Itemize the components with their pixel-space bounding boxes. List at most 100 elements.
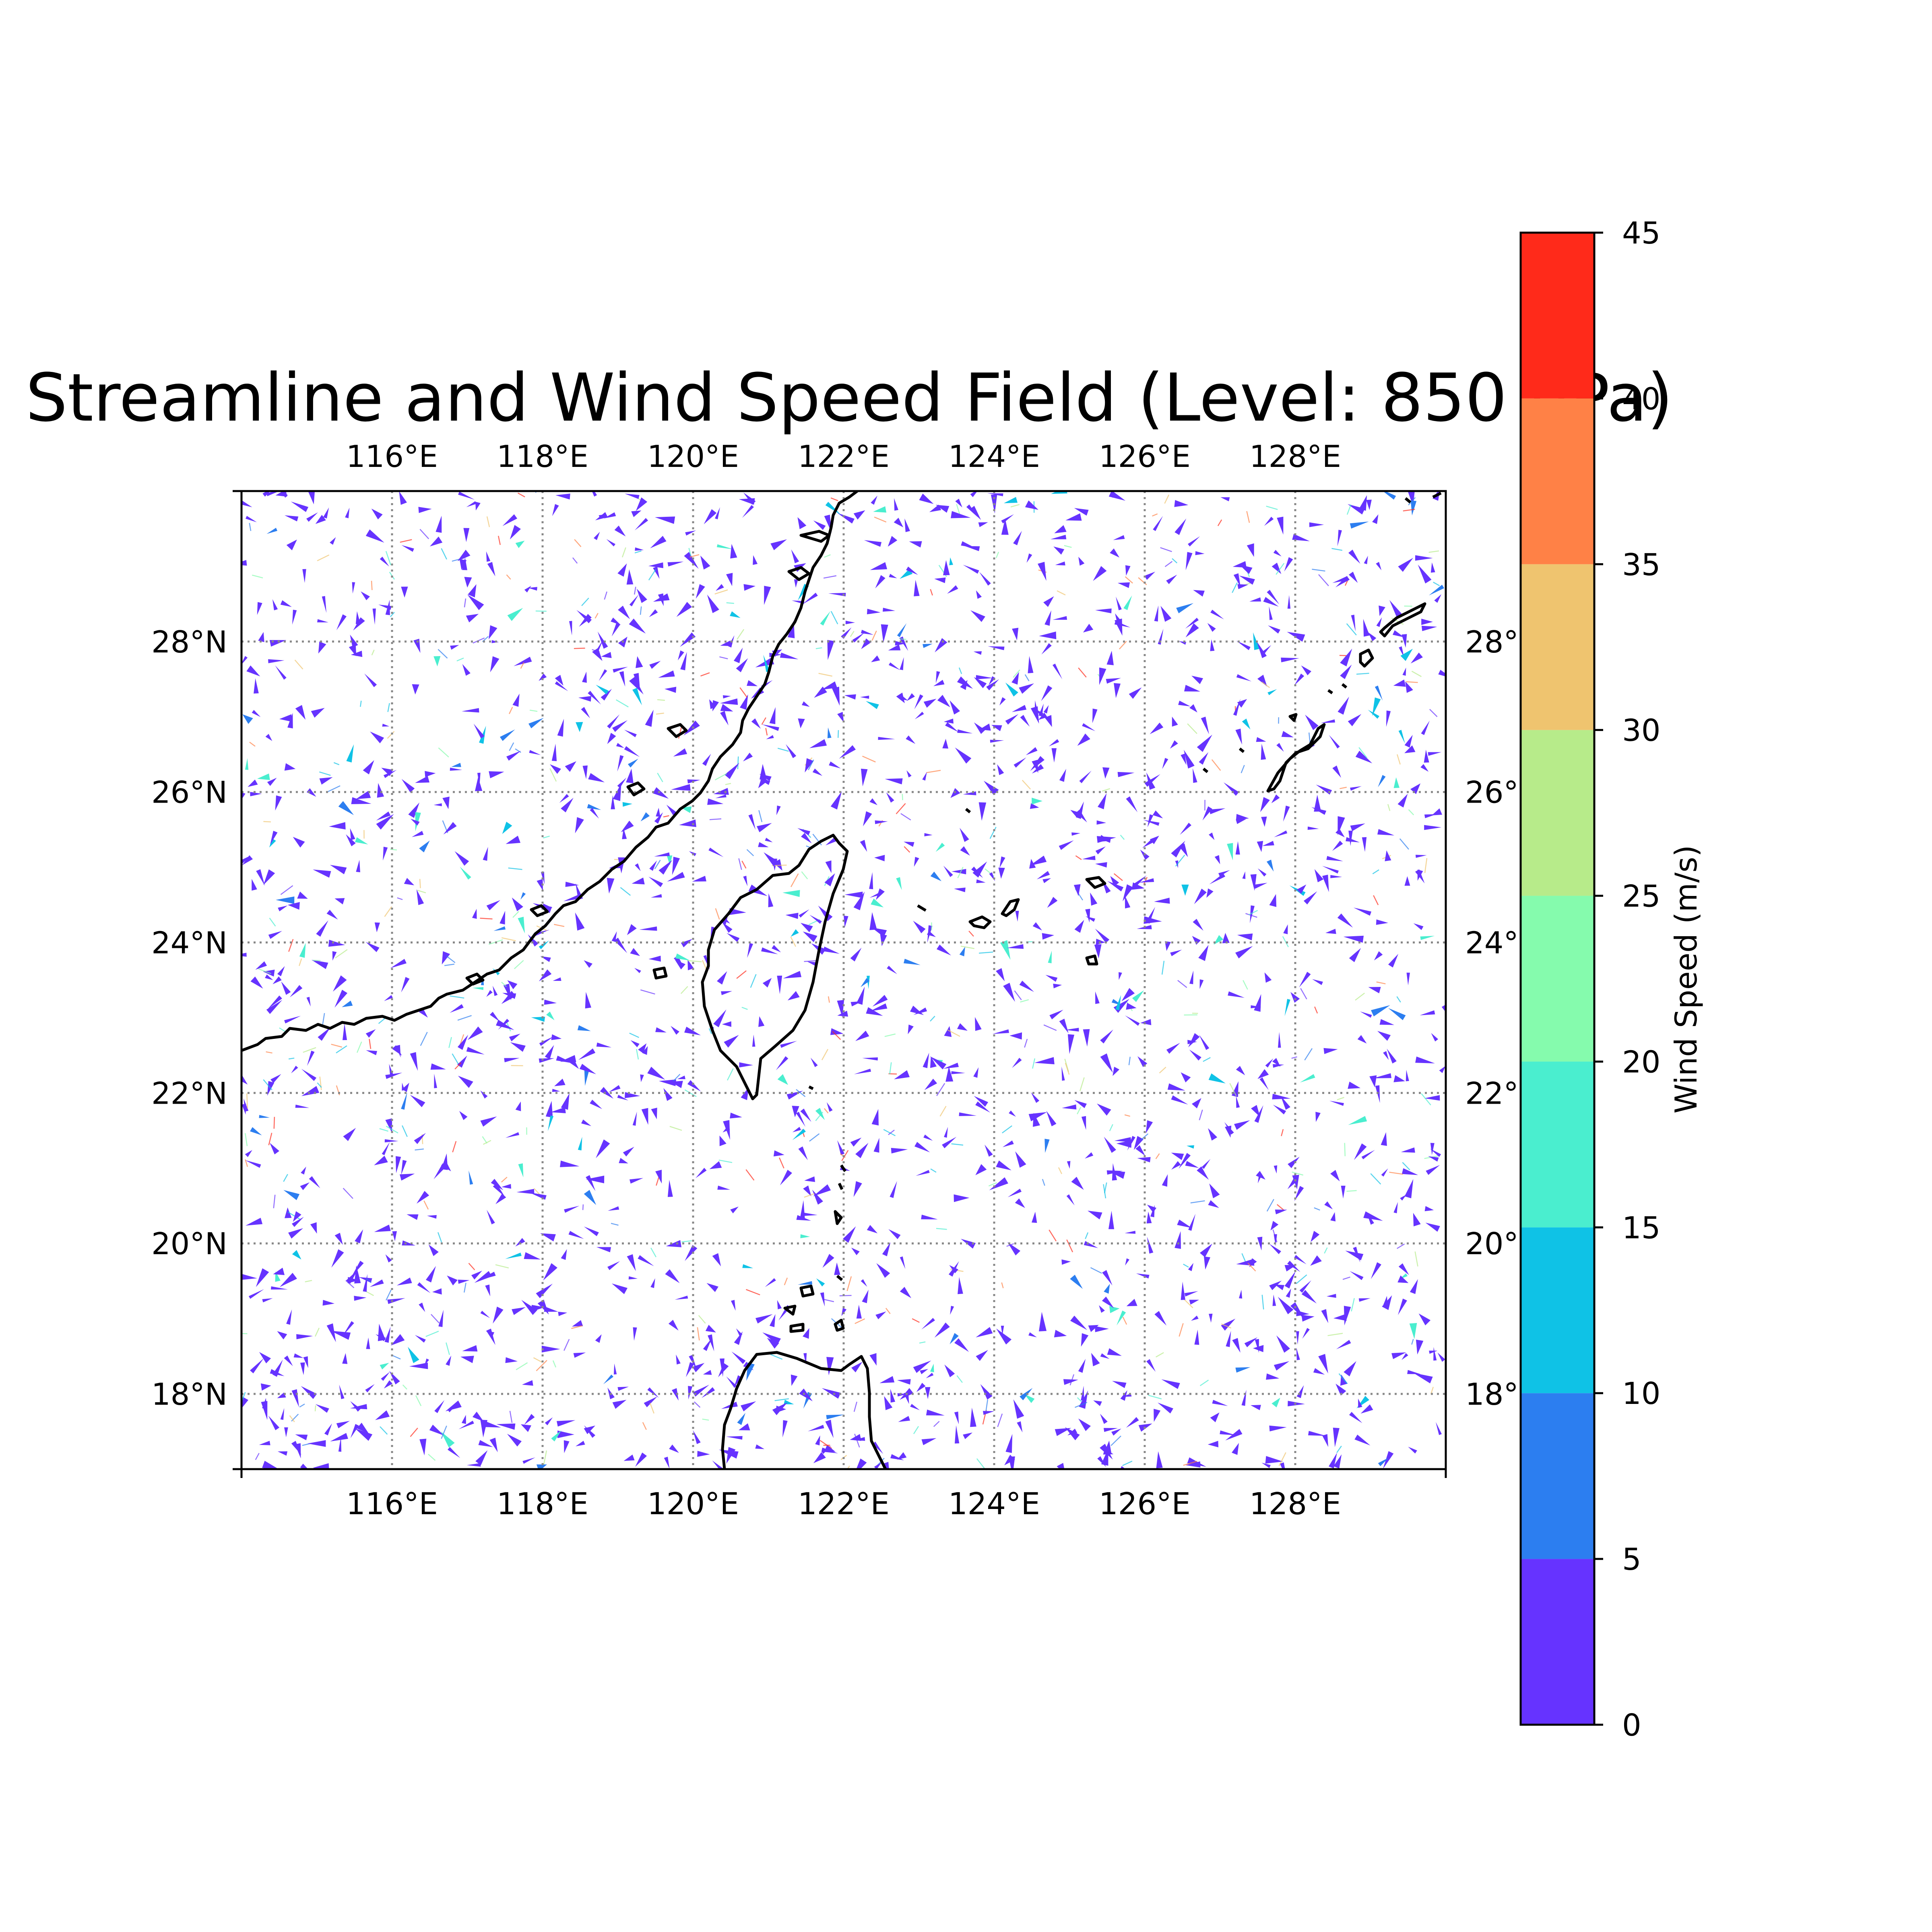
wind-streak [1164,494,1170,504]
wind-fragment [860,696,869,699]
wind-streak [1024,674,1030,681]
wind-fragment [1358,1398,1362,1408]
wind-fragment [1301,1290,1317,1304]
wind-fragment [1099,667,1106,685]
lon-tick-label-top: 116°E [346,439,438,474]
wind-fragment [1303,891,1317,905]
wind-streak [885,1308,891,1314]
wind-fragment [943,1063,959,1069]
wind-fragment [1170,740,1178,749]
wind-fragment [1171,1161,1181,1170]
wind-streak [804,1193,815,1198]
wind-fragment [561,1093,570,1110]
lon-tick-label-bottom: 124°E [948,1486,1040,1521]
wind-fragment [923,1134,933,1141]
wind-fragment [322,1300,335,1306]
wind-streak [506,1021,511,1032]
wind-fragment [1283,805,1290,822]
wind-fragment [944,1127,948,1138]
wind-fragment [976,1350,988,1361]
colorbar-tick-label: 35 [1622,547,1660,582]
wind-fragment [1074,920,1084,933]
wind-streak [960,945,975,949]
wind-fragment [1323,1048,1338,1054]
wind-fragment [752,1034,755,1047]
wind-fragment [1132,990,1144,1002]
wind-fragment [1420,936,1435,940]
wind-fragment [1121,988,1135,1001]
lon-tick-label-top: 120°E [647,439,739,474]
wind-fragment [966,504,978,517]
wind-fragment [861,630,874,635]
wind-streak [1389,1172,1403,1175]
wind-fragment [1005,714,1019,725]
wind-fragment [342,1353,348,1364]
wind-fragment [622,802,633,807]
wind-streak [1090,1267,1102,1274]
wind-fragment [871,898,884,908]
colorbar-swatch [1521,1559,1594,1725]
wind-fragment [837,513,855,524]
wind-fragment [380,1362,389,1370]
wind-fragment [1049,739,1059,747]
wind-fragment [1039,632,1057,640]
wind-fragment [692,875,706,882]
wind-fragment [925,1387,931,1399]
wind-fragment [875,1311,886,1319]
wind-fragment [872,995,888,1007]
wind-fragment [1026,553,1032,563]
wind-fragment [869,1353,877,1366]
wind-fragment [648,956,661,962]
wind-fragment [1363,1211,1383,1221]
wind-fragment [601,652,612,658]
wind-streak [1403,509,1415,512]
wind-fragment [844,892,863,898]
wind-fragment [1226,1331,1231,1347]
wind-fragment [747,680,758,686]
wind-fragment [671,1388,679,1401]
wind-fragment [722,1126,730,1133]
wind-fragment [472,908,477,919]
wind-fragment [960,846,970,856]
wind-fragment [1013,757,1026,768]
wind-fragment [260,1383,271,1391]
wind-fragment [693,1385,710,1397]
wind-fragment [1372,514,1379,524]
wind-fragment [1263,597,1279,607]
lat-tick-label-right: 22° [1465,1075,1519,1111]
wind-fragment [1188,1263,1194,1271]
wind-fragment [996,1328,1012,1345]
wind-streak [1057,590,1066,596]
wind-fragment [311,960,328,969]
wind-fragment [1251,1405,1261,1410]
wind-fragment [1137,1157,1151,1162]
wind-streak [266,1051,272,1054]
wind-fragment [528,718,544,729]
wind-fragment [429,1424,444,1436]
wind-streak [390,848,397,850]
wind-fragment [277,1331,287,1340]
wind-streak [889,1062,892,1075]
wind-fragment [1123,595,1132,610]
wind-fragment [502,822,512,834]
wind-fragment [1192,936,1201,945]
wind-fragment [1177,1220,1192,1228]
wind-fragment [955,1425,960,1444]
wind-fragment [867,1225,878,1234]
wind-fragment [332,951,337,961]
wind-fragment [349,644,357,656]
wind-fragment [927,931,936,937]
wind-fragment [1015,910,1019,922]
wind-fragment [1398,730,1405,744]
wind-fragment [1188,536,1200,547]
wind-fragment [861,638,871,649]
wind-streak [1408,809,1414,815]
wind-fragment [796,1112,806,1127]
wind-streak [936,1228,947,1230]
wind-fragment [524,586,531,592]
wind-fragment [541,1346,560,1353]
wind-fragment [1093,1400,1102,1406]
wind-fragment [1041,643,1052,654]
wind-streak [1187,723,1197,734]
wind-fragment [1383,491,1396,500]
